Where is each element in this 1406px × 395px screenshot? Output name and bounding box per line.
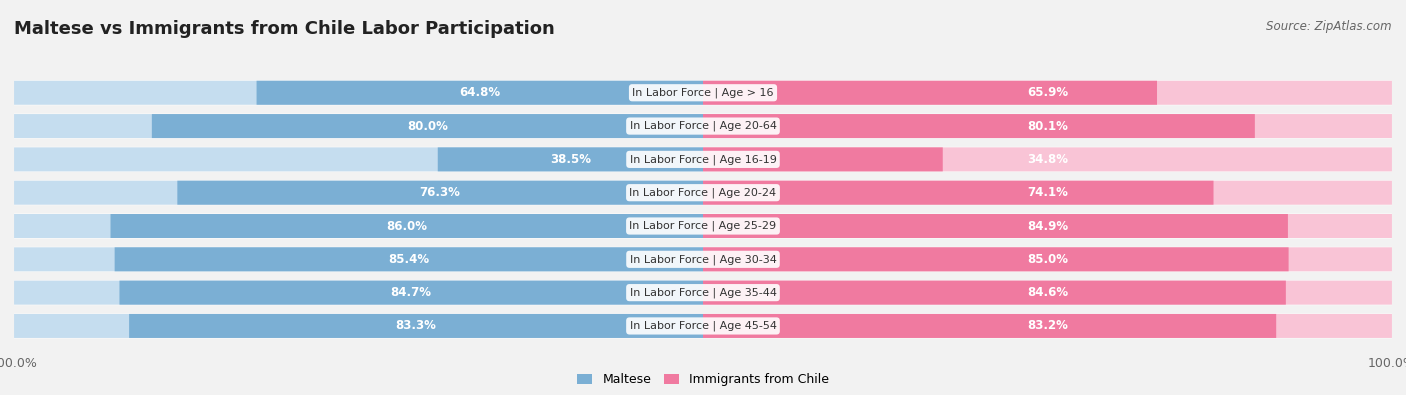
Text: In Labor Force | Age 35-44: In Labor Force | Age 35-44 bbox=[630, 288, 776, 298]
Text: 80.1%: 80.1% bbox=[1026, 120, 1069, 133]
FancyBboxPatch shape bbox=[703, 280, 1392, 305]
FancyBboxPatch shape bbox=[703, 214, 1392, 238]
Text: 64.8%: 64.8% bbox=[460, 86, 501, 99]
FancyBboxPatch shape bbox=[14, 213, 1392, 239]
FancyBboxPatch shape bbox=[437, 147, 703, 171]
FancyBboxPatch shape bbox=[14, 80, 1392, 105]
FancyBboxPatch shape bbox=[256, 81, 703, 105]
FancyBboxPatch shape bbox=[14, 114, 703, 138]
Text: 65.9%: 65.9% bbox=[1026, 86, 1069, 99]
Text: In Labor Force | Age 16-19: In Labor Force | Age 16-19 bbox=[630, 154, 776, 165]
FancyBboxPatch shape bbox=[703, 147, 943, 171]
FancyBboxPatch shape bbox=[14, 180, 1392, 205]
Text: 84.9%: 84.9% bbox=[1026, 220, 1069, 233]
FancyBboxPatch shape bbox=[703, 181, 1392, 205]
Text: 84.7%: 84.7% bbox=[391, 286, 432, 299]
FancyBboxPatch shape bbox=[14, 214, 703, 238]
FancyBboxPatch shape bbox=[115, 247, 703, 271]
Text: 74.1%: 74.1% bbox=[1026, 186, 1069, 199]
FancyBboxPatch shape bbox=[703, 81, 1392, 105]
FancyBboxPatch shape bbox=[14, 246, 1392, 272]
FancyBboxPatch shape bbox=[14, 147, 1392, 172]
FancyBboxPatch shape bbox=[703, 147, 1392, 171]
Text: 85.4%: 85.4% bbox=[388, 253, 429, 266]
Text: In Labor Force | Age 20-24: In Labor Force | Age 20-24 bbox=[630, 188, 776, 198]
FancyBboxPatch shape bbox=[703, 114, 1392, 138]
FancyBboxPatch shape bbox=[14, 314, 703, 338]
Text: 83.3%: 83.3% bbox=[395, 320, 436, 333]
Text: 76.3%: 76.3% bbox=[420, 186, 461, 199]
FancyBboxPatch shape bbox=[14, 247, 703, 271]
FancyBboxPatch shape bbox=[14, 181, 703, 205]
Text: 38.5%: 38.5% bbox=[550, 153, 591, 166]
FancyBboxPatch shape bbox=[703, 114, 1254, 138]
FancyBboxPatch shape bbox=[129, 314, 703, 338]
FancyBboxPatch shape bbox=[14, 313, 1392, 339]
Text: Source: ZipAtlas.com: Source: ZipAtlas.com bbox=[1267, 20, 1392, 33]
FancyBboxPatch shape bbox=[14, 147, 703, 171]
FancyBboxPatch shape bbox=[111, 214, 703, 238]
Text: 34.8%: 34.8% bbox=[1026, 153, 1069, 166]
Text: 80.0%: 80.0% bbox=[406, 120, 449, 133]
FancyBboxPatch shape bbox=[703, 247, 1289, 271]
Text: 86.0%: 86.0% bbox=[387, 220, 427, 233]
Legend: Maltese, Immigrants from Chile: Maltese, Immigrants from Chile bbox=[572, 368, 834, 391]
Text: In Labor Force | Age 45-54: In Labor Force | Age 45-54 bbox=[630, 321, 776, 331]
FancyBboxPatch shape bbox=[703, 81, 1157, 105]
FancyBboxPatch shape bbox=[14, 280, 703, 305]
FancyBboxPatch shape bbox=[703, 181, 1213, 205]
Text: 85.0%: 85.0% bbox=[1026, 253, 1069, 266]
Text: 84.6%: 84.6% bbox=[1026, 286, 1069, 299]
Text: In Labor Force | Age 25-29: In Labor Force | Age 25-29 bbox=[630, 221, 776, 231]
FancyBboxPatch shape bbox=[120, 280, 703, 305]
Text: In Labor Force | Age 20-64: In Labor Force | Age 20-64 bbox=[630, 121, 776, 131]
FancyBboxPatch shape bbox=[152, 114, 703, 138]
Text: In Labor Force | Age 30-34: In Labor Force | Age 30-34 bbox=[630, 254, 776, 265]
FancyBboxPatch shape bbox=[703, 214, 1288, 238]
FancyBboxPatch shape bbox=[703, 247, 1392, 271]
Text: 83.2%: 83.2% bbox=[1026, 320, 1069, 333]
FancyBboxPatch shape bbox=[177, 181, 703, 205]
FancyBboxPatch shape bbox=[14, 280, 1392, 305]
FancyBboxPatch shape bbox=[703, 314, 1392, 338]
Text: In Labor Force | Age > 16: In Labor Force | Age > 16 bbox=[633, 88, 773, 98]
FancyBboxPatch shape bbox=[703, 280, 1286, 305]
Text: Maltese vs Immigrants from Chile Labor Participation: Maltese vs Immigrants from Chile Labor P… bbox=[14, 20, 555, 38]
FancyBboxPatch shape bbox=[703, 314, 1277, 338]
FancyBboxPatch shape bbox=[14, 113, 1392, 139]
FancyBboxPatch shape bbox=[14, 81, 703, 105]
